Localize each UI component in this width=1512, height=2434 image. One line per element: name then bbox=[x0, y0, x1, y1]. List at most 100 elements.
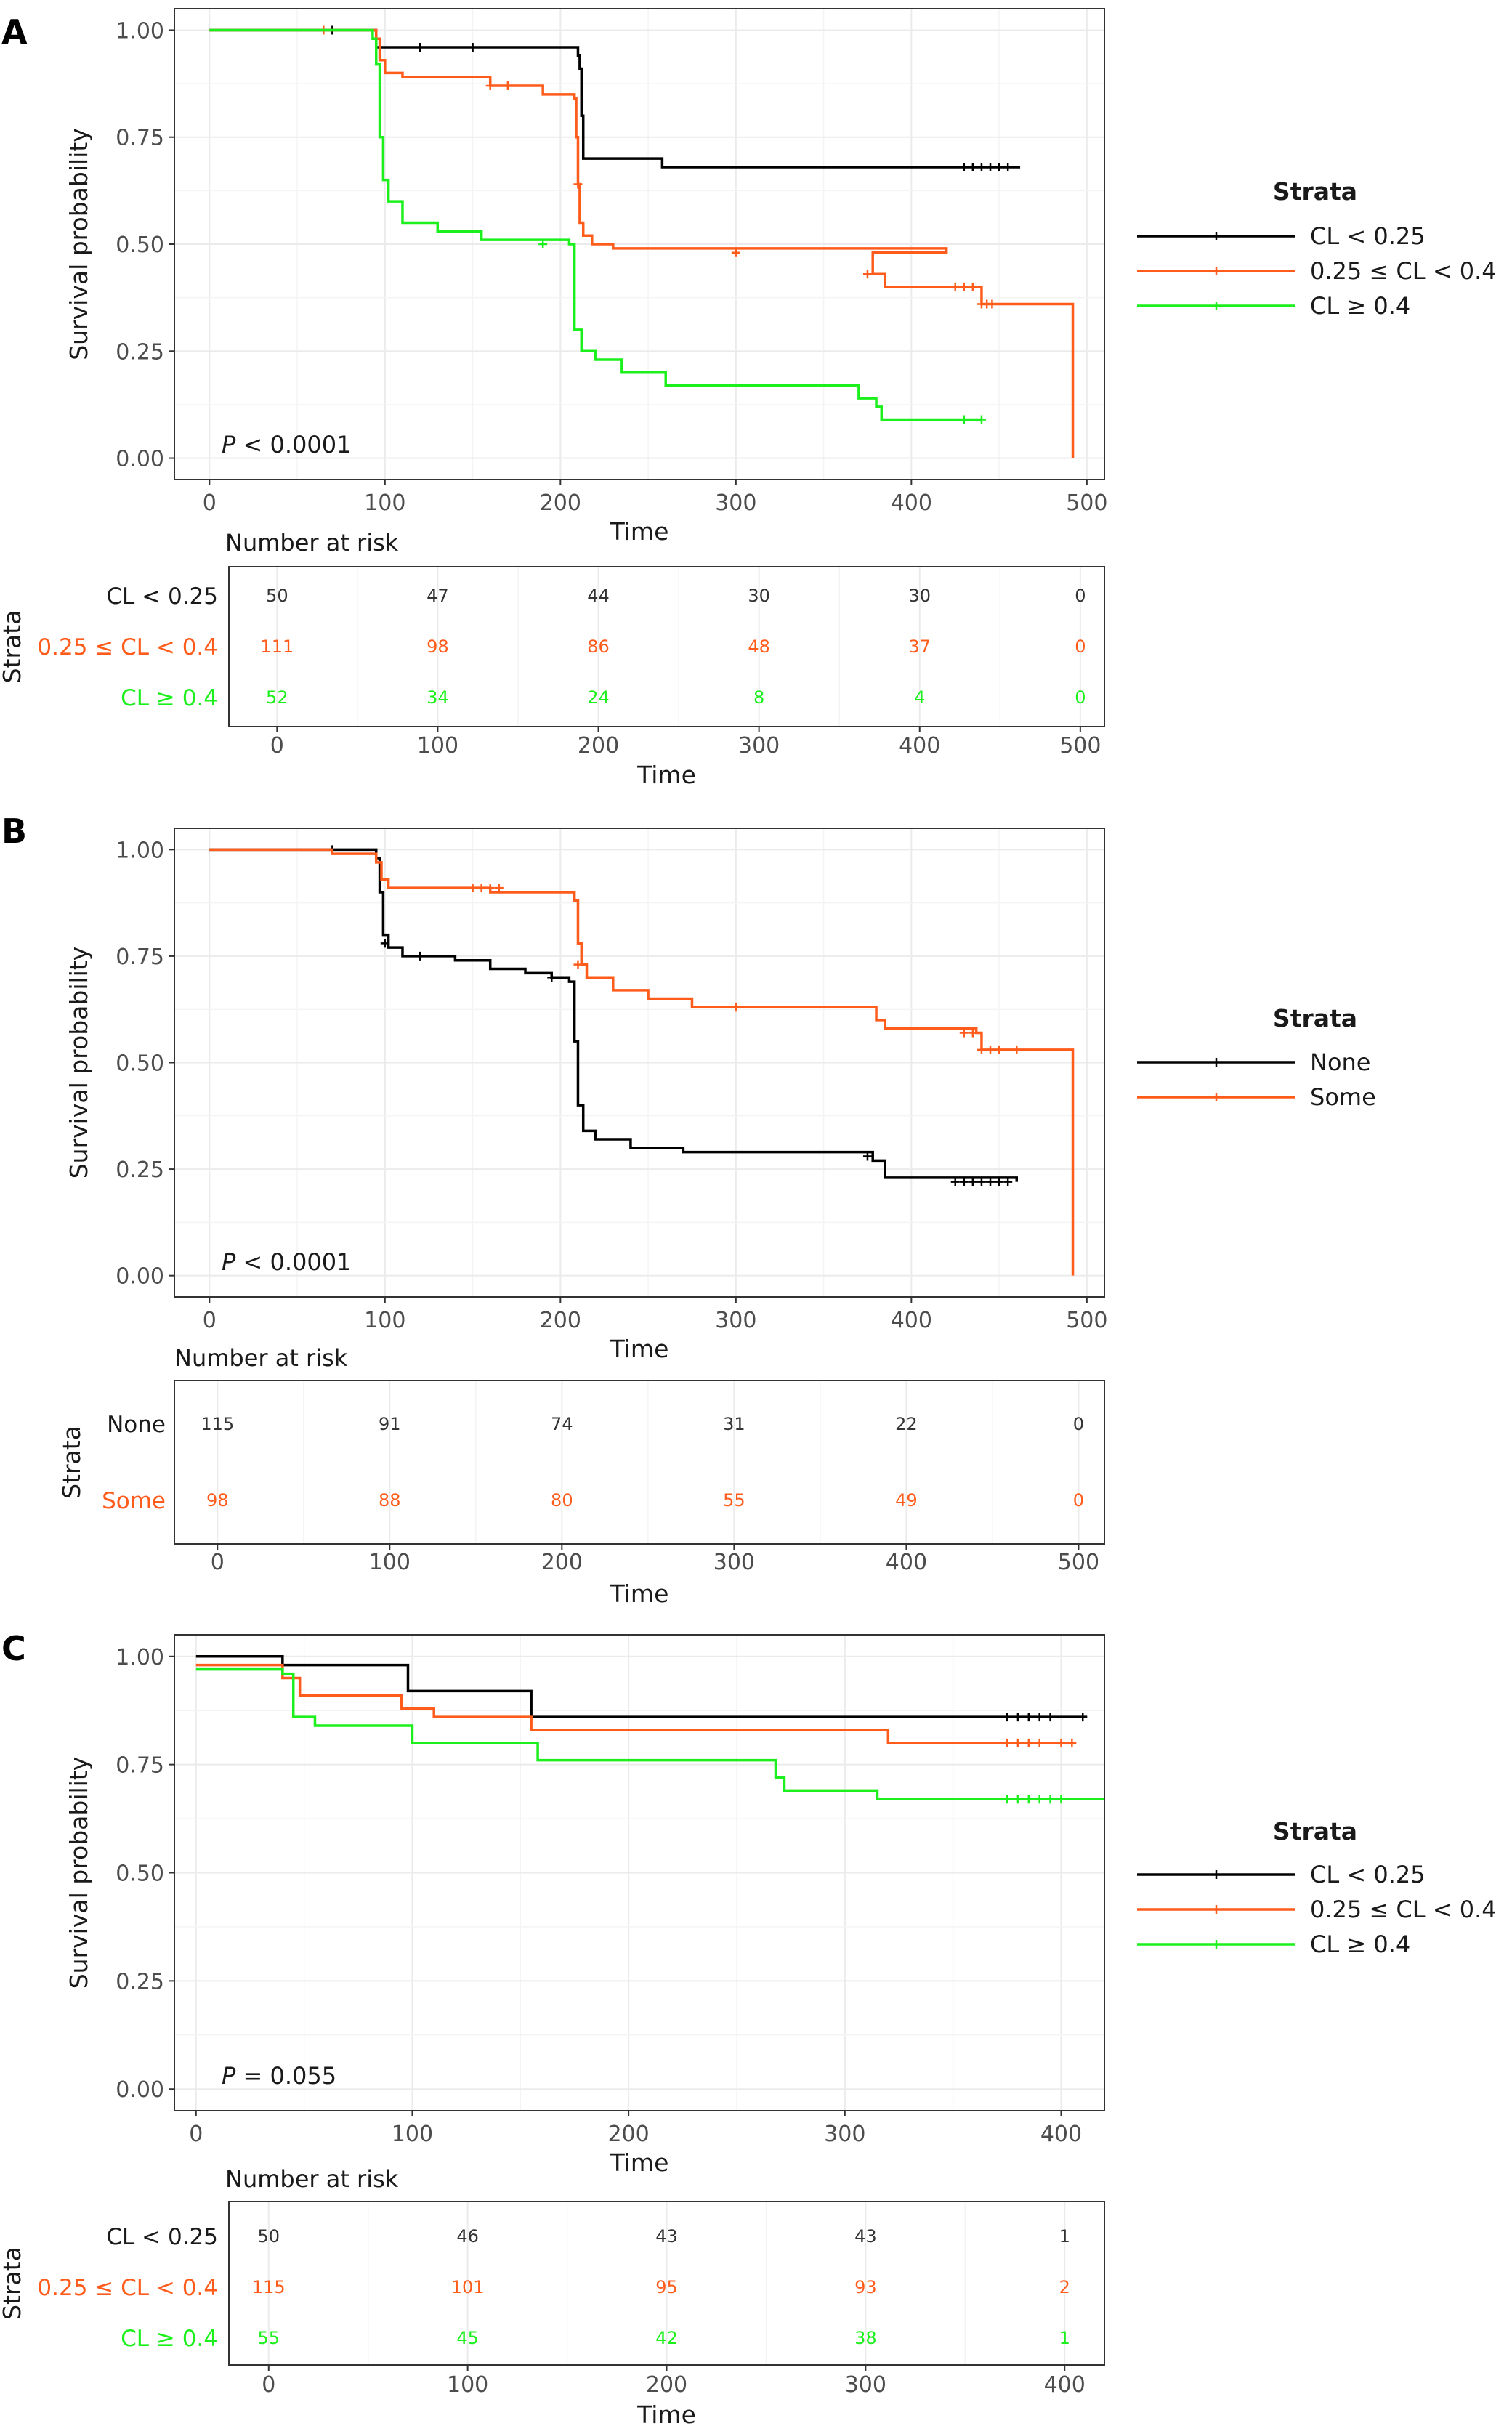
x-tick-label: 400 bbox=[1040, 2122, 1082, 2147]
censor-mark bbox=[862, 1152, 872, 1161]
censor-mark bbox=[477, 884, 486, 893]
censor-mark bbox=[995, 1177, 1004, 1186]
censor-mark bbox=[416, 951, 425, 961]
risk-number: 4 bbox=[914, 687, 925, 708]
risk-number: 55 bbox=[723, 1490, 745, 1511]
censor-mark bbox=[1012, 1045, 1022, 1054]
y-axis-title: Survival probability bbox=[65, 947, 93, 1179]
risk-x-tick-label: 300 bbox=[845, 2372, 886, 2398]
legend-label: 0.25 ≤ CL < 0.4 bbox=[1310, 1896, 1497, 1923]
risk-strata-label: CL < 0.25 bbox=[106, 2224, 218, 2250]
plot-grid bbox=[174, 9, 1104, 480]
legend-label: 0.25 ≤ CL < 0.4 bbox=[1310, 257, 1497, 285]
risk-number: 115 bbox=[252, 2277, 286, 2297]
censor-mark bbox=[731, 1003, 740, 1012]
risk-number: 31 bbox=[723, 1414, 745, 1434]
legend-label: CL < 0.25 bbox=[1310, 222, 1426, 250]
censor-mark bbox=[494, 884, 504, 893]
panel-c: C 0.00 0.25 0.50 0.75 1.00 0 100 200 300 400 Time Su… bbox=[0, 1629, 1497, 2429]
legend-censor-mark bbox=[1212, 267, 1221, 275]
risk-x-tick-label: 400 bbox=[886, 1550, 927, 1575]
risk-strata-axis-title: Strata bbox=[57, 1426, 86, 1499]
x-tick-label: 500 bbox=[1066, 1308, 1107, 1333]
risk-x-axis-title: Time bbox=[636, 2401, 696, 2429]
censor-mark bbox=[1024, 1795, 1033, 1804]
censor-mark bbox=[995, 1045, 1004, 1054]
x-axis-title: Time bbox=[610, 2148, 669, 2177]
survival-curve-1 bbox=[195, 1663, 1072, 1744]
censor-mark bbox=[968, 1177, 977, 1186]
x-tick-label: 200 bbox=[607, 2122, 649, 2147]
risk-number: 95 bbox=[655, 2277, 678, 2297]
risk-number: 0 bbox=[1075, 687, 1086, 708]
x-tick-label: 200 bbox=[540, 1308, 581, 1333]
risk-x-tick-label: 200 bbox=[646, 2372, 687, 2398]
risk-number: 88 bbox=[379, 1490, 401, 1511]
risk-number: 44 bbox=[587, 586, 610, 606]
censor-mark bbox=[1003, 1738, 1012, 1747]
risk-number: 38 bbox=[854, 2328, 877, 2348]
risk-number: 1 bbox=[1059, 2328, 1070, 2348]
risk-number: 24 bbox=[587, 687, 610, 708]
censor-mark bbox=[968, 1028, 977, 1038]
risk-number: 80 bbox=[551, 1490, 573, 1511]
y-tick-label: 1.00 bbox=[116, 1645, 164, 1670]
censor-mark bbox=[987, 299, 997, 309]
risk-strata-label: None bbox=[107, 1412, 166, 1438]
survival-curve-0 bbox=[195, 1655, 1088, 1718]
legend-title: Strata bbox=[1273, 177, 1357, 206]
risk-number: 86 bbox=[587, 636, 610, 657]
censor-mark bbox=[468, 884, 477, 893]
risk-x-tick-label: 100 bbox=[447, 2372, 488, 2398]
risk-number: 98 bbox=[206, 1490, 229, 1511]
censor-mark bbox=[862, 270, 872, 279]
legend-censor-mark bbox=[1212, 1940, 1221, 1949]
risk-x-tick-label: 0 bbox=[211, 1550, 225, 1575]
censor-mark bbox=[380, 939, 389, 948]
x-tick-label: 500 bbox=[1066, 490, 1107, 516]
censor-mark bbox=[1013, 1795, 1022, 1804]
legend: Strata CL < 0.25 0.25 ≤ CL < 0.4 CL ≥ 0.4 bbox=[1137, 1817, 1497, 1958]
risk-number: 43 bbox=[854, 2226, 877, 2247]
y-tick-label: 0.50 bbox=[116, 1861, 164, 1887]
censor-mark bbox=[986, 162, 995, 171]
censor-mark bbox=[959, 1177, 969, 1186]
risk-number: 46 bbox=[456, 2226, 479, 2247]
censor-mark bbox=[1013, 1738, 1022, 1747]
legend-label: Some bbox=[1310, 1083, 1376, 1111]
legend: Strata None Some bbox=[1137, 1004, 1376, 1111]
p-value-symbol: P bbox=[222, 431, 236, 458]
legend-label: None bbox=[1310, 1048, 1370, 1076]
risk-x-axis-title: Time bbox=[610, 1580, 669, 1608]
risk-table-title: Number at risk bbox=[225, 2165, 399, 2193]
risk-strata-label: CL ≥ 0.4 bbox=[121, 2326, 218, 2352]
censor-mark bbox=[977, 162, 986, 171]
legend-censor-mark bbox=[1212, 302, 1221, 310]
risk-number: 42 bbox=[655, 2328, 678, 2348]
risk-number: 115 bbox=[201, 1414, 234, 1434]
p-value-symbol: P bbox=[222, 2062, 236, 2090]
risk-number: 0 bbox=[1075, 636, 1086, 657]
censor-mark bbox=[968, 162, 977, 171]
censor-mark bbox=[1046, 1713, 1055, 1722]
x-tick-label: 400 bbox=[891, 490, 932, 516]
risk-number: 74 bbox=[551, 1414, 573, 1434]
p-value: P < 0.0001 bbox=[222, 431, 351, 458]
censor-mark bbox=[485, 81, 495, 91]
censor-mark bbox=[1003, 162, 1013, 171]
risk-strata-label: 0.25 ≤ CL < 0.4 bbox=[37, 2275, 218, 2301]
legend-label: CL ≥ 0.4 bbox=[1310, 292, 1410, 320]
risk-number: 22 bbox=[895, 1414, 918, 1434]
panel-letter: C bbox=[1, 1629, 26, 1668]
censor-mark bbox=[977, 1177, 986, 1186]
panel-a: A0.000.250.500.751.000 100 200 300 400 500Tim… bbox=[0, 8, 1497, 789]
censor-mark bbox=[538, 240, 548, 248]
y-tick-label: 0.25 bbox=[116, 1969, 164, 1994]
risk-number: 55 bbox=[257, 2328, 280, 2348]
risk-number: 52 bbox=[266, 687, 288, 708]
y-axis-title: Survival probability bbox=[65, 128, 93, 360]
y-tick-label: 0.00 bbox=[116, 447, 164, 472]
censor-mark bbox=[995, 162, 1004, 171]
